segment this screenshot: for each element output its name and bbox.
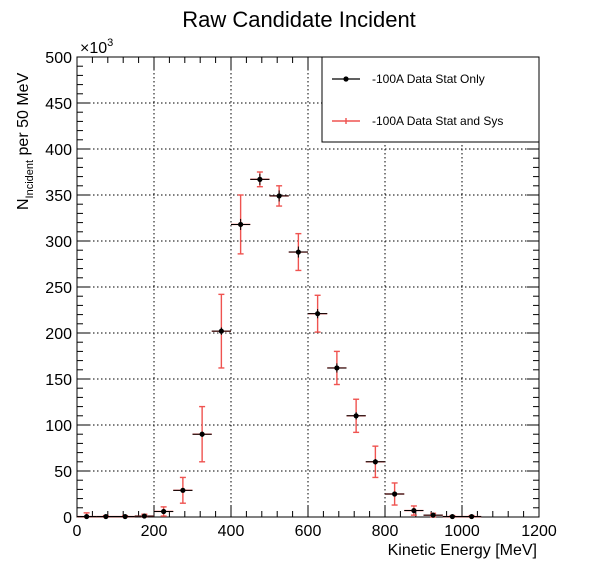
y-multiplier: ×103: [80, 37, 113, 57]
data-point: [334, 365, 340, 371]
legend-entry-stat-and-sys: -100A Data Stat and Sys: [332, 114, 503, 128]
x-tick-label: 800: [372, 523, 399, 540]
x-tick-label: 600: [295, 523, 322, 540]
data-point: [353, 413, 359, 419]
data-point: [276, 193, 282, 199]
x-tick-label: 400: [218, 523, 245, 540]
legend-label-stat-only: -100A Data Stat Only: [372, 72, 485, 86]
axes: 0 200 400 600 800 1000 1200 0 50 100 150 200 250 300 3…: [45, 50, 557, 540]
data-point: [161, 508, 167, 515]
y-tick-label: 450: [45, 96, 72, 113]
data-point: [411, 507, 417, 514]
data-point: [315, 311, 321, 317]
data-point: [84, 513, 90, 520]
legend-entry-stat-only: -100A Data Stat Only: [332, 72, 485, 86]
data-point: [392, 491, 398, 497]
y-tick-label: 500: [45, 50, 72, 67]
data-point: [295, 249, 301, 255]
legend: -100A Data Stat Only -100A Data Stat and…: [321, 56, 540, 143]
data-point: [103, 513, 109, 520]
legend-label-stat-and-sys: -100A Data Stat and Sys: [372, 114, 503, 128]
chart-title: Raw Candidate Incident: [182, 7, 416, 32]
y-tick-label: 150: [45, 372, 72, 389]
x-tick-label: 0: [73, 523, 82, 540]
data-point: [180, 487, 186, 493]
data-point: [469, 513, 475, 520]
legend-point-stat-only: [343, 76, 349, 82]
data-point: [218, 328, 224, 334]
y-tick-label: 200: [45, 326, 72, 343]
y-axis-title: NIncident per 50 MeV: [15, 72, 36, 210]
data-point: [430, 512, 436, 518]
data-point: [122, 513, 128, 520]
data-point: [372, 459, 378, 465]
y-tick-label: 250: [45, 280, 72, 297]
data-point: [449, 513, 455, 520]
y-tick-label: 350: [45, 188, 72, 205]
x-tick-label: 1200: [521, 523, 557, 540]
y-tick-label: 400: [45, 142, 72, 159]
legend-box: [321, 56, 540, 143]
data-point: [257, 176, 263, 182]
series-stat-only: [77, 173, 482, 518]
data-point: [238, 221, 244, 228]
y-tick-label: 0: [63, 510, 72, 527]
y-tick-label: 50: [54, 464, 72, 481]
x-axis-title: Kinetic Energy [MeV]: [388, 542, 537, 559]
x-tick-label: 1000: [444, 523, 480, 540]
data-point: [199, 431, 205, 437]
data-point: [141, 513, 147, 519]
x-tick-label: 200: [141, 523, 168, 540]
data-points: [84, 176, 475, 520]
y-tick-label: 100: [45, 418, 72, 435]
series-stat-and-sys: [77, 171, 482, 518]
y-tick-label: 300: [45, 234, 72, 251]
